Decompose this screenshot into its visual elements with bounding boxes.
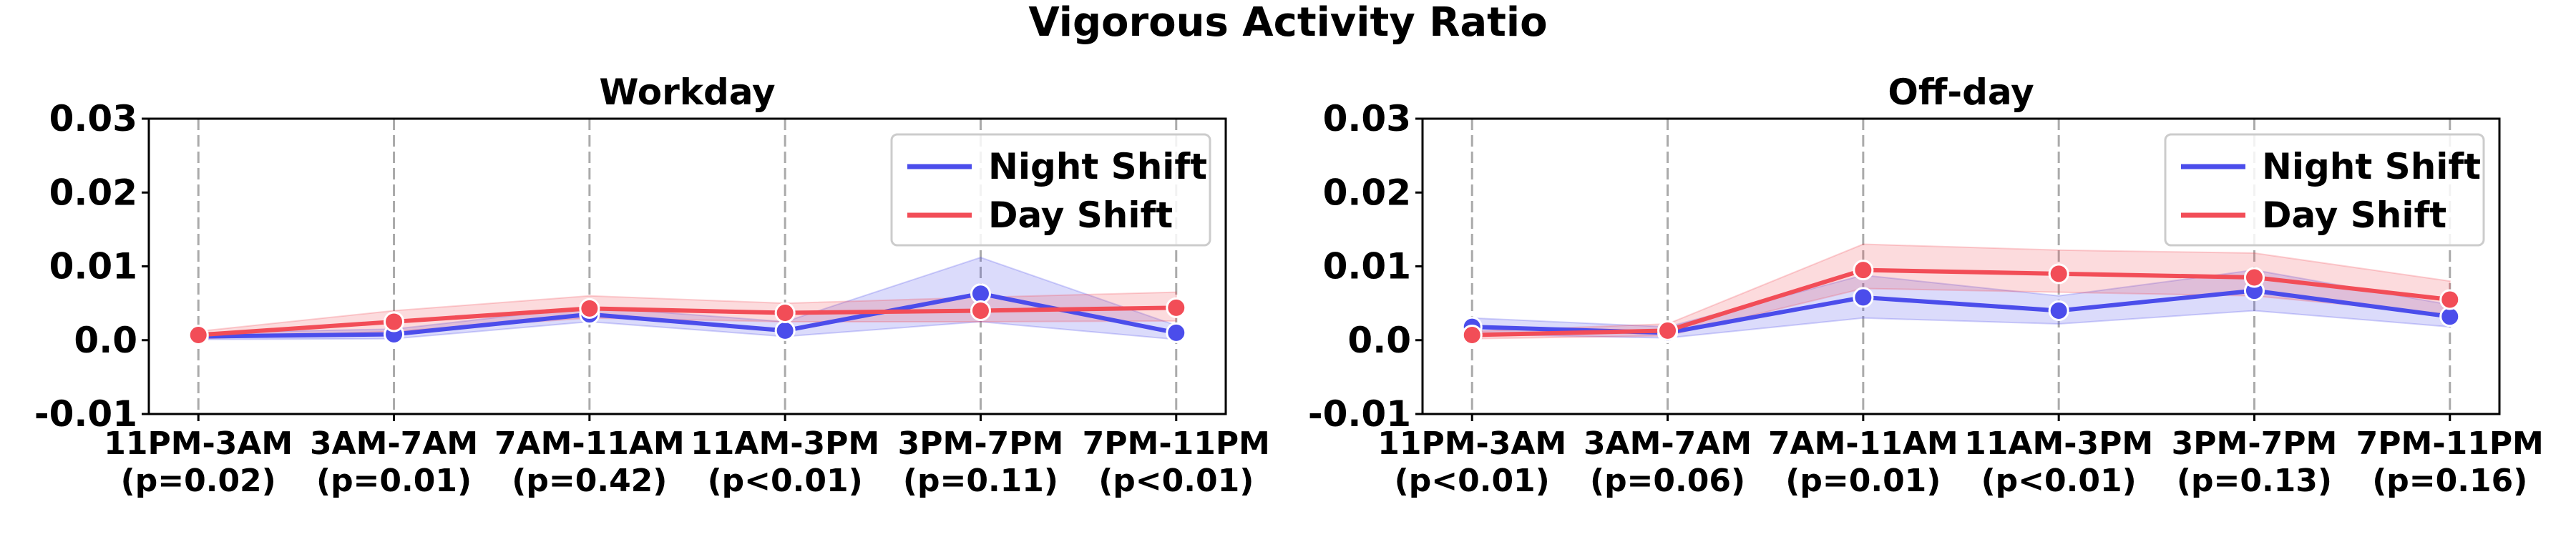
legend-label-night-shift: Night Shift xyxy=(2262,146,2481,187)
y-tick-label: 0.02 xyxy=(49,172,137,213)
series-line-day-shift xyxy=(198,305,1176,337)
data-point-day-shift xyxy=(2439,289,2461,310)
x-tick-label: 7PM-11PM xyxy=(2356,425,2544,462)
data-point-day-shift xyxy=(1166,297,1187,318)
x-tick-pvalue: (p<0.01) xyxy=(1981,463,2137,499)
panel-off-day: Off-day0.030.020.010.0-0.0111PM-3AM(p<0.… xyxy=(1308,72,2544,499)
x-tick-pvalue: (p=0.13) xyxy=(2177,463,2332,499)
confidence-band-day-shift xyxy=(197,291,1177,340)
x-tick-label: 11PM-3AM xyxy=(104,425,293,462)
chart-title: Vigorous Activity Ratio xyxy=(1028,0,1547,46)
data-point-day-shift xyxy=(2048,263,2069,285)
x-tick-pvalue: (p=0.42) xyxy=(512,463,667,499)
panel-workday: Workday0.030.020.010.0-0.0111PM-3AM(p=0.… xyxy=(34,72,1270,499)
x-tick-pvalue: (p<0.01) xyxy=(1098,463,1254,499)
x-tick-pvalue: (p=0.06) xyxy=(1590,463,1745,499)
legend: Night Shift Day Shift xyxy=(890,133,1211,247)
y-tick-label: 0.01 xyxy=(49,246,137,287)
series-line-day-shift xyxy=(1472,267,2451,337)
data-point-night-shift xyxy=(2439,306,2461,327)
y-tick-label: 0.02 xyxy=(1323,172,1411,213)
data-point-night-shift xyxy=(1166,322,1187,343)
y-tick-label: 0.03 xyxy=(1323,98,1411,139)
x-tick-pvalue: (p=0.01) xyxy=(316,463,472,499)
x-tick-label: 3AM-7AM xyxy=(310,425,478,462)
x-tick-pvalue: (p=0.01) xyxy=(1785,463,1941,499)
legend-label-day-shift: Day Shift xyxy=(2262,194,2446,236)
data-point-day-shift xyxy=(1461,325,1483,346)
data-point-night-shift xyxy=(2048,300,2069,321)
y-tick-label: 0.01 xyxy=(1323,246,1411,287)
data-point-day-shift xyxy=(1657,320,1679,341)
x-tick-label: 7AM-11AM xyxy=(494,425,685,462)
data-point-day-shift xyxy=(774,302,796,324)
y-tick-label: 0.0 xyxy=(1347,320,1411,361)
data-point-night-shift xyxy=(774,320,796,341)
x-tick-pvalue: (p=0.11) xyxy=(903,463,1058,499)
x-tick-label: 3AM-7AM xyxy=(1584,425,1752,462)
y-tick-label: -0.01 xyxy=(34,393,137,435)
panel-title: Off-day xyxy=(1888,72,2034,113)
x-tick-pvalue: (p=0.02) xyxy=(121,463,276,499)
x-tick-label: 7AM-11AM xyxy=(1768,425,1958,462)
x-tick-label: 11PM-3AM xyxy=(1377,425,1566,462)
x-tick-label: 11AM-3PM xyxy=(1964,425,2153,462)
panel-title: Workday xyxy=(599,72,775,113)
data-point-day-shift xyxy=(384,311,405,332)
x-tick-pvalue: (p<0.01) xyxy=(708,463,863,499)
legend-label-day-shift: Day Shift xyxy=(988,194,1173,236)
y-tick-label: -0.01 xyxy=(1308,393,1411,435)
data-point-day-shift xyxy=(187,325,209,346)
data-point-day-shift xyxy=(1853,260,1874,281)
data-point-day-shift xyxy=(579,297,600,319)
x-tick-label: 11AM-3PM xyxy=(691,425,879,462)
data-point-day-shift xyxy=(2243,267,2265,288)
x-tick-label: 7PM-11PM xyxy=(1083,425,1270,462)
x-tick-pvalue: (p<0.01) xyxy=(1395,463,1550,499)
legend: Night Shift Day Shift xyxy=(2164,133,2485,247)
series-line-night-shift xyxy=(198,291,1177,339)
legend-label-night-shift: Night Shift xyxy=(988,146,1207,187)
x-tick-label: 3PM-7PM xyxy=(2172,425,2338,462)
data-point-day-shift xyxy=(970,300,991,321)
y-tick-label: 0.0 xyxy=(74,320,137,361)
x-tick-pvalue: (p=0.16) xyxy=(2372,463,2527,499)
data-point-night-shift xyxy=(1853,287,1874,308)
x-tick-label: 3PM-7PM xyxy=(898,425,1064,462)
y-tick-label: 0.03 xyxy=(49,98,137,139)
data-point-night-shift xyxy=(970,283,991,305)
